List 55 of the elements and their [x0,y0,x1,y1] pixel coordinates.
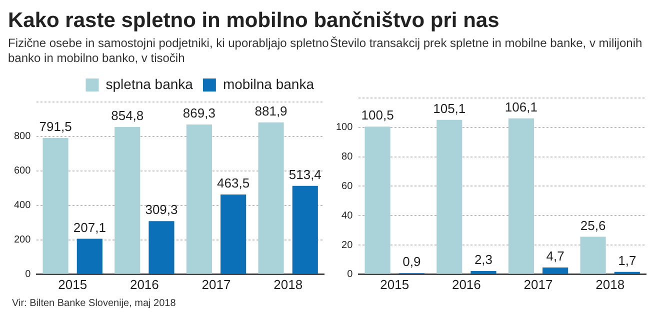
data-label: 1,7 [618,252,636,268]
data-label: 309,3 [145,202,178,218]
y-tick-label: 0 [25,269,32,280]
x-tick-label: 2016 [452,276,481,292]
bar [42,138,68,274]
chart-subtitle: Število transakcij prek spletne in mobilne banke, v milijonih [330,36,644,52]
data-label: 100,5 [361,108,394,123]
y-tick-label: 20 [342,240,354,251]
x-tick-label: 2017 [524,276,553,292]
data-label: 25,6 [580,218,606,233]
data-label: 881,9 [254,103,288,118]
y-tick-label: 100 [336,122,354,134]
bar [292,186,318,274]
chart-title: Kako raste spletno in mobilno bančništvo pri nas [8,8,500,34]
bar [542,267,568,274]
data-label: 791,5 [39,119,72,134]
bar [470,271,496,274]
chart-subtitle: Fizične osebe in samostojni podjetniki, ki uporabljajo spletno banko in mobilno banko, v tisočih [8,36,330,67]
y-tick-label: 800 [14,131,32,142]
legend-label: mobilna banka [222,76,314,92]
y-tick-label: 400 [14,200,32,212]
x-tick-label: 2016 [130,276,159,292]
data-label: 106,1 [504,100,538,115]
x-tick-label: 2018 [274,276,303,292]
x-tick-label: 2015 [380,276,410,292]
x-tick-label: 2015 [58,276,88,292]
bar [258,122,284,274]
y-tick-label: 200 [14,234,32,246]
y-tick-label: 40 [342,210,354,222]
y-tick-label: 80 [342,152,354,163]
bar [114,127,140,274]
legend-label: spletna banka [106,76,194,92]
data-label: 463,5 [217,176,250,191]
data-label: 854,8 [111,108,144,124]
bar [436,120,462,274]
bar [364,126,390,274]
bar [580,236,606,274]
data-label: 2,3 [474,252,493,268]
data-label: 4,7 [546,248,564,264]
x-tick-label: 2017 [202,276,231,292]
bar [148,221,174,274]
x-tick-label: 2018 [596,276,625,292]
data-label: 105,1 [433,100,466,116]
data-label: 0,9 [402,254,421,270]
bar [508,118,534,274]
y-tick-label: 0 [347,269,354,280]
bar [76,238,102,274]
data-label: 869,3 [182,106,216,121]
data-label: 513,4 [288,166,322,182]
bar [220,194,246,274]
data-label: 207,1 [73,220,106,235]
bar [186,124,212,274]
y-tick-label: 60 [342,180,354,192]
y-tick-label: 600 [14,166,32,177]
text: Vir: Bilten Banke Slovenije, maj 2018 [11,298,177,309]
